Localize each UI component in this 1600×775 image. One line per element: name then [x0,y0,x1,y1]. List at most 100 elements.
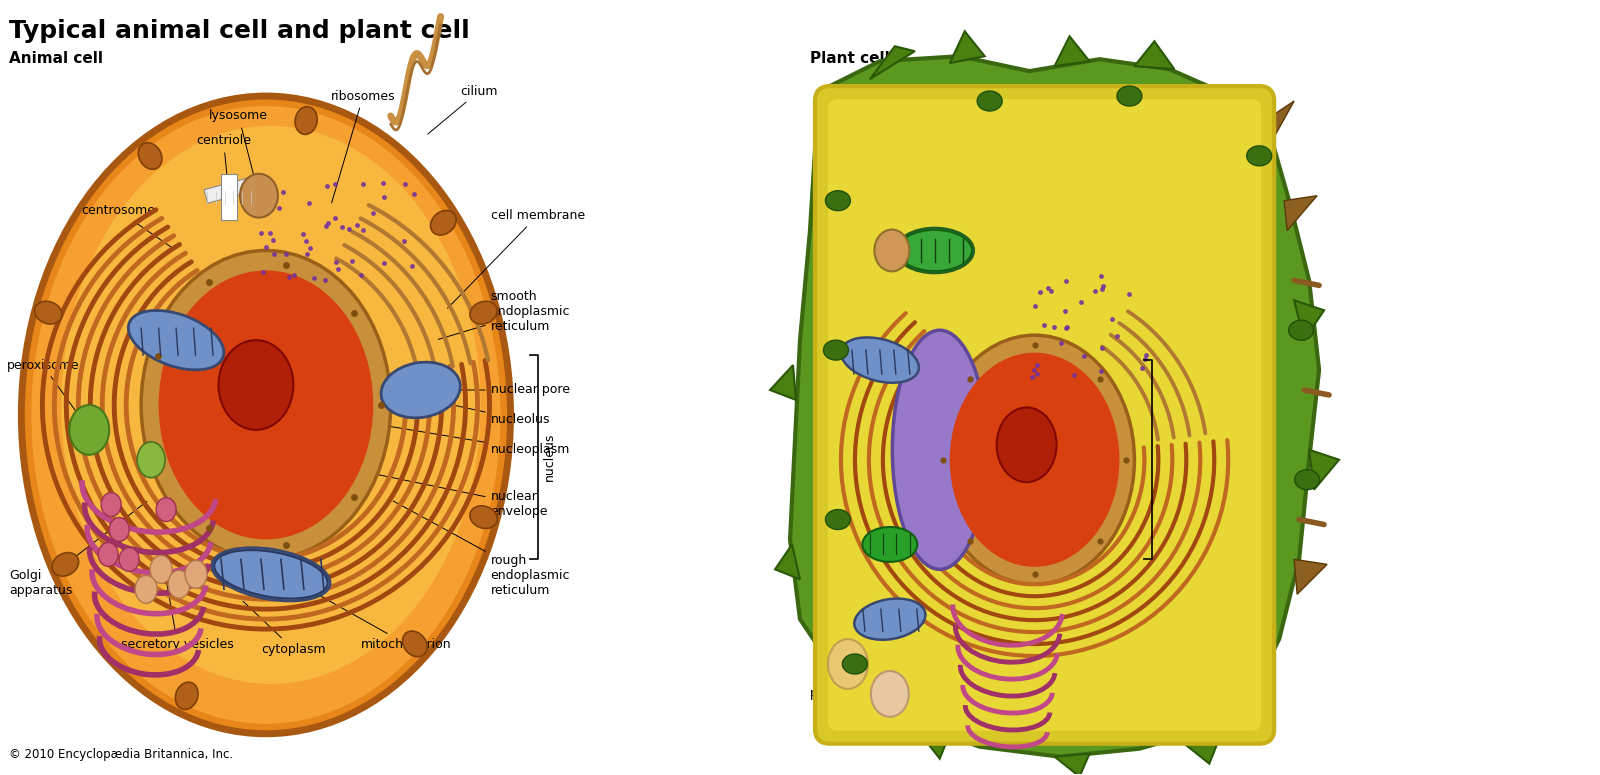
Polygon shape [870,46,915,79]
Ellipse shape [32,106,501,724]
Polygon shape [790,57,1318,756]
Text: peroxisome: peroxisome [6,359,88,428]
Ellipse shape [827,639,867,689]
Ellipse shape [168,570,190,598]
Ellipse shape [157,498,176,522]
Ellipse shape [824,340,848,360]
Text: smooth
endoplasmic
reticulum: smooth endoplasmic reticulum [1128,305,1234,348]
Text: cell wall: cell wall [1154,570,1291,591]
FancyBboxPatch shape [827,99,1261,731]
Text: nuclear pore: nuclear pore [358,384,570,397]
Ellipse shape [842,337,918,383]
Ellipse shape [53,553,78,576]
Text: nuclear
envelope: nuclear envelope [283,456,549,518]
Text: ribosomes: ribosomes [331,90,395,203]
Text: peroxisome: peroxisome [810,666,883,701]
Ellipse shape [862,527,917,562]
Polygon shape [770,365,797,400]
Ellipse shape [950,353,1120,567]
Text: nuclear
envelope: nuclear envelope [1053,474,1211,503]
Ellipse shape [109,518,130,542]
Text: ribosomes: ribosomes [1101,160,1219,308]
Text: vesicle: vesicle [840,696,888,725]
Text: chloroplast: chloroplast [978,105,1224,249]
Ellipse shape [141,250,390,560]
Ellipse shape [61,126,480,684]
Polygon shape [1054,753,1090,775]
Text: nucleolus: nucleolus [1058,423,1214,445]
Ellipse shape [430,211,456,235]
Ellipse shape [219,340,293,430]
Text: cytoplasm: cytoplasm [243,601,325,656]
Polygon shape [1184,739,1219,763]
Text: cilium: cilium [427,84,498,134]
Ellipse shape [1117,86,1142,106]
Text: Plant cell: Plant cell [810,51,890,66]
Ellipse shape [69,405,109,455]
Ellipse shape [893,330,987,570]
Polygon shape [915,727,950,759]
Polygon shape [1054,36,1090,66]
Text: centriole: centriole [197,134,251,193]
Ellipse shape [35,301,62,324]
Ellipse shape [211,548,330,601]
Ellipse shape [997,408,1056,482]
Ellipse shape [98,542,118,567]
Ellipse shape [470,506,498,529]
Polygon shape [950,31,984,64]
Ellipse shape [381,362,461,418]
Text: centrosome: centrosome [82,204,174,249]
Polygon shape [1294,560,1326,594]
Text: nucleoplasm: nucleoplasm [294,411,570,456]
Ellipse shape [978,91,1002,111]
Text: smooth
endoplasmic
reticulum: smooth endoplasmic reticulum [438,291,570,339]
Polygon shape [1285,196,1317,231]
Ellipse shape [128,311,224,370]
Polygon shape [1309,449,1339,490]
Ellipse shape [870,671,909,717]
Bar [221,174,237,219]
Polygon shape [774,544,800,579]
Ellipse shape [826,191,851,211]
Text: lysosome: lysosome [210,109,269,193]
Text: rough
endoplasmic
reticulum: rough endoplasmic reticulum [394,501,570,598]
Ellipse shape [1288,320,1314,340]
Ellipse shape [470,301,498,324]
Text: rough
endoplasmic
reticulum: rough endoplasmic reticulum [1131,231,1234,363]
Text: nuclear
pore: nuclear pore [1042,519,1202,547]
Text: nucleus: nucleus [542,432,555,481]
Ellipse shape [1246,146,1272,166]
Text: cell membrane: cell membrane [448,209,584,308]
Polygon shape [1134,41,1174,69]
Polygon shape [1264,101,1294,146]
Ellipse shape [138,143,162,169]
Ellipse shape [176,682,198,709]
Text: Golgi apparatus: Golgi apparatus [1042,626,1149,722]
Ellipse shape [240,174,278,218]
Text: secretory vesicles: secretory vesicles [122,582,234,650]
Text: Golgi
apparatus: Golgi apparatus [10,501,147,598]
Ellipse shape [403,631,427,656]
Ellipse shape [934,336,1134,584]
Text: nucleus: nucleus [1157,436,1170,484]
Ellipse shape [896,228,974,273]
FancyBboxPatch shape [814,86,1274,744]
Polygon shape [854,689,885,718]
Text: Typical animal cell and plant cell: Typical animal cell and plant cell [10,19,470,43]
Ellipse shape [158,270,373,539]
Ellipse shape [101,493,122,516]
Text: nucleolus: nucleolus [299,370,550,426]
Ellipse shape [826,509,851,529]
Bar [205,176,258,203]
Polygon shape [1294,301,1325,340]
Ellipse shape [294,107,317,134]
Ellipse shape [138,442,165,477]
Ellipse shape [854,598,925,639]
Ellipse shape [874,229,909,271]
Ellipse shape [1294,470,1320,490]
Text: vacuole: vacuole [810,443,917,456]
Text: nucleoplasm: nucleoplasm [1077,384,1234,415]
Ellipse shape [150,556,173,584]
Text: lysosome: lysosome [830,140,891,248]
Ellipse shape [118,547,139,571]
